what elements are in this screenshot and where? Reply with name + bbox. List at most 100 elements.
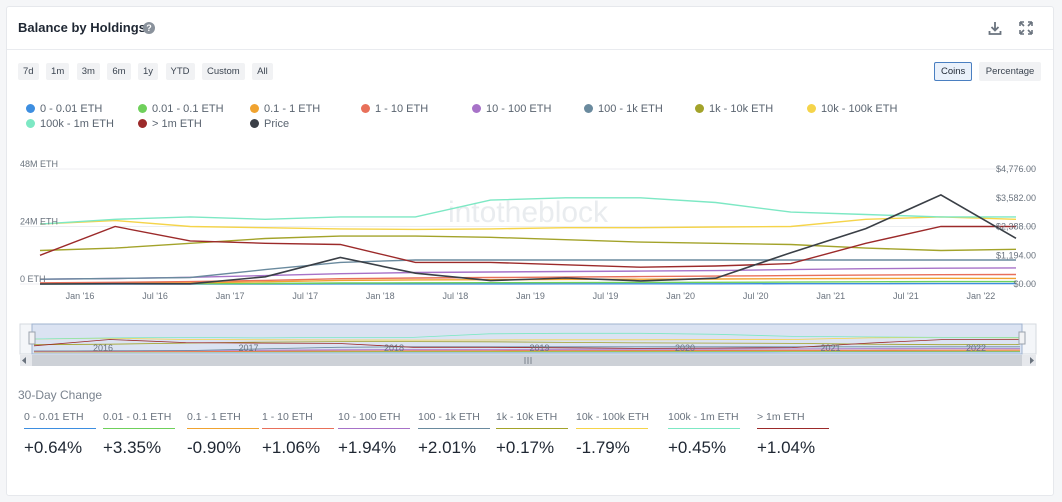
- change-value: -0.90%: [187, 438, 241, 457]
- change-label: 0.1 - 1 ETH: [187, 411, 241, 423]
- series-line-6[interactable]: [39, 259, 1016, 280]
- legend-item[interactable]: 100 - 1k ETH: [584, 103, 663, 115]
- legend-dot: [250, 119, 259, 128]
- change-divider: [187, 428, 259, 429]
- change-column: 0.01 - 0.1 ETH +3.35%: [103, 411, 175, 458]
- change-value: +3.35%: [103, 438, 162, 457]
- x-tick-label: Jan '22: [967, 291, 996, 300]
- range-button-1m[interactable]: 1m: [46, 63, 70, 80]
- change-column: > 1m ETH +1.04%: [757, 411, 829, 458]
- change-divider: [24, 428, 96, 429]
- download-icon[interactable]: [987, 20, 1003, 36]
- navigator-right-handle[interactable]: [1018, 331, 1026, 345]
- card-header: Balance by Holdings ?: [7, 7, 1053, 50]
- legend-item[interactable]: Price: [250, 118, 289, 130]
- legend-label: 10 - 100 ETH: [486, 103, 552, 115]
- change-label: > 1m ETH: [757, 411, 805, 423]
- series-line-4[interactable]: [39, 273, 1017, 284]
- legend-item[interactable]: > 1m ETH: [138, 118, 202, 130]
- change-divider: [757, 428, 829, 429]
- legend-label: 0 - 0.01 ETH: [40, 103, 103, 115]
- navigator-year-label: 2018: [384, 343, 404, 353]
- legend-dot: [26, 119, 35, 128]
- series-line-11[interactable]: [39, 194, 1017, 285]
- x-tick-label: Jul '18: [443, 291, 469, 300]
- change-column: 1 - 10 ETH +1.06%: [262, 411, 334, 458]
- change-value: +2.01%: [418, 438, 477, 457]
- legend-item[interactable]: 0.01 - 0.1 ETH: [138, 103, 224, 115]
- range-navigator[interactable]: 2016 2017 2018 2019 2020 2021 2022: [0, 0, 1062, 380]
- legend-label: 100 - 1k ETH: [598, 103, 663, 115]
- series-line-7[interactable]: [39, 235, 1017, 252]
- expand-icon[interactable]: [1018, 20, 1034, 36]
- series-line-9[interactable]: [39, 197, 1016, 225]
- y-right-tick-label: $3,582.00: [996, 193, 1036, 203]
- change-value: +0.45%: [668, 438, 727, 457]
- x-tick-label: Jan '16: [66, 291, 95, 300]
- series-line-2[interactable]: [39, 280, 1016, 285]
- range-button-all[interactable]: All: [252, 63, 273, 80]
- legend-item[interactable]: 100k - 1m ETH: [26, 118, 114, 130]
- change-divider: [262, 428, 334, 429]
- legend-item[interactable]: 10k - 100k ETH: [807, 103, 897, 115]
- change-column: 10 - 100 ETH +1.94%: [338, 411, 410, 458]
- range-button-custom[interactable]: Custom: [201, 63, 245, 80]
- change-divider: [668, 428, 740, 429]
- series-line-5[interactable]: [39, 267, 1017, 280]
- navigator-left-handle[interactable]: [28, 331, 36, 345]
- x-tick-label: Jan '17: [216, 291, 245, 300]
- range-button-7d[interactable]: 7d: [18, 63, 39, 80]
- main-chart[interactable]: intotheblock 48M ETH 24M ETH 0 ETH $4,776.0…: [0, 0, 1062, 300]
- question-circle-icon[interactable]: ?: [143, 22, 155, 34]
- thirty-day-change-title: 30-Day Change: [18, 388, 103, 402]
- legend-dot: [695, 104, 704, 113]
- range-button-1y[interactable]: 1y: [138, 63, 159, 80]
- change-column: 10k - 100k ETH -1.79%: [576, 411, 649, 458]
- scroll-left-arrow-icon[interactable]: [22, 357, 26, 364]
- series-line-8[interactable]: [39, 216, 1017, 231]
- change-column: 1k - 10k ETH +0.17%: [496, 411, 568, 458]
- legend-label: 10k - 100k ETH: [821, 103, 898, 115]
- navigator-year-label: 2017: [238, 343, 258, 353]
- range-button-6m[interactable]: 6m: [107, 63, 131, 80]
- range-button-ytd[interactable]: YTD: [165, 63, 195, 80]
- change-value: +1.06%: [262, 438, 321, 457]
- legend-dot: [472, 104, 481, 113]
- change-value: +0.64%: [24, 438, 83, 457]
- legend-item[interactable]: 0.1 - 1 ETH: [250, 103, 320, 115]
- balance-by-holdings-card: Balance by Holdings ?: [6, 6, 1054, 496]
- change-column: 0 - 0.01 ETH +0.64%: [24, 411, 96, 458]
- series-lines: [39, 194, 1017, 285]
- range-button-3m[interactable]: 3m: [76, 63, 100, 80]
- page-title: Balance by Holdings: [18, 20, 146, 35]
- change-value: +0.17%: [496, 438, 555, 457]
- axis-labels: 48M ETH 24M ETH 0 ETH $4,776.00 $3,582.00 $2,…: [20, 159, 1036, 300]
- change-label: 100 - 1k ETH: [418, 411, 480, 423]
- change-divider: [338, 428, 410, 429]
- y-left-tick-label: 48M ETH: [20, 159, 58, 169]
- legend-label: 1k - 10k ETH: [709, 103, 774, 115]
- unit-mode-toggle: Coins Percentage: [932, 61, 1042, 81]
- series-line-10[interactable]: [39, 225, 1016, 268]
- navigator-line-9: [33, 332, 1020, 340]
- legend-item[interactable]: 1k - 10k ETH: [695, 103, 773, 115]
- coins-button[interactable]: Coins: [934, 62, 973, 81]
- scrollbar-thumb[interactable]: [32, 355, 1022, 366]
- y-right-tick-label: $4,776.00: [996, 164, 1036, 174]
- scroll-grip-icon: [524, 357, 532, 364]
- navigator-line-4: [33, 349, 1021, 353]
- x-tick-label: Jul '21: [893, 291, 919, 300]
- legend-item[interactable]: 10 - 100 ETH: [472, 103, 551, 115]
- legend-item[interactable]: 0 - 0.01 ETH: [26, 103, 102, 115]
- legend-label: 1 - 10 ETH: [375, 103, 429, 115]
- change-column: 0.1 - 1 ETH -0.90%: [187, 411, 259, 458]
- navigator-year-labels: 2016 2017 2018 2019 2020 2021 2022: [93, 343, 986, 353]
- y-left-tick-label: 24M ETH: [20, 217, 58, 227]
- navigator-series: [33, 332, 1021, 353]
- x-tick-label: Jul '16: [142, 291, 168, 300]
- x-tick-label: Jul '19: [593, 291, 619, 300]
- scroll-right-arrow-icon[interactable]: [1030, 357, 1034, 364]
- percentage-button[interactable]: Percentage: [978, 62, 1042, 81]
- legend-item[interactable]: 1 - 10 ETH: [361, 103, 428, 115]
- navigator-year-label: 2022: [966, 343, 986, 353]
